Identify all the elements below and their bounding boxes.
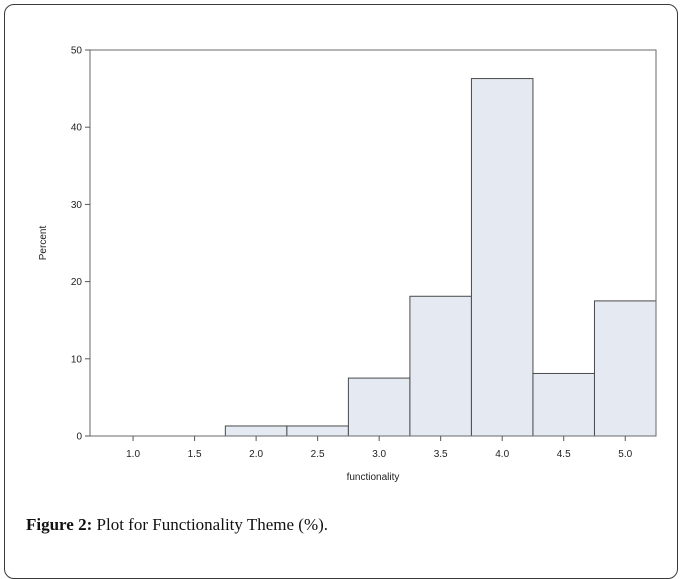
caption-label: Figure 2: [26,515,93,534]
y-tick-label: 10 [71,354,83,365]
histogram-bar-5 [470,78,534,437]
y-ticks-group: 0 10 20 30 40 50 [71,46,90,443]
histogram-bar-7 [593,300,657,437]
figure-caption: Figure 2: Plot for Functionality Theme (… [26,515,328,535]
y-tick-label: 0 [76,432,82,443]
histogram-bar-4 [409,295,472,437]
histogram-bar-6 [532,372,595,437]
x-tick-label: 4.5 [557,449,571,460]
x-tick-label: 1.5 [188,449,202,460]
y-tick-label: 20 [71,277,83,288]
y-tick-label: 30 [71,200,83,211]
histogram-bar-3 [347,377,411,437]
x-tick-label: 3.0 [372,449,386,460]
bars-group [224,78,657,437]
y-axis-label: Percent [38,226,49,261]
caption-text: Plot for Functionality Theme (%). [92,515,329,534]
y-tick-label: 50 [71,46,83,57]
histogram-bar-1 [224,425,288,437]
x-axis-label: functionality [347,472,400,483]
x-tick-label: 3.5 [434,449,448,460]
x-tick-label: 5.0 [618,449,632,460]
x-tick-label: 1.0 [126,449,140,460]
figure-frame [4,4,678,579]
x-tick-label: 2.0 [249,449,263,460]
x-tick-label: 4.0 [495,449,509,460]
x-ticks-group: 1.0 1.5 2.0 2.5 3.0 3.5 4.0 4.5 5.0 [126,436,633,460]
histogram-bar-2 [286,425,349,437]
plot-area-frame [89,49,657,437]
axes-group [89,49,657,437]
y-tick-label: 40 [71,123,83,134]
x-tick-label: 2.5 [311,449,325,460]
